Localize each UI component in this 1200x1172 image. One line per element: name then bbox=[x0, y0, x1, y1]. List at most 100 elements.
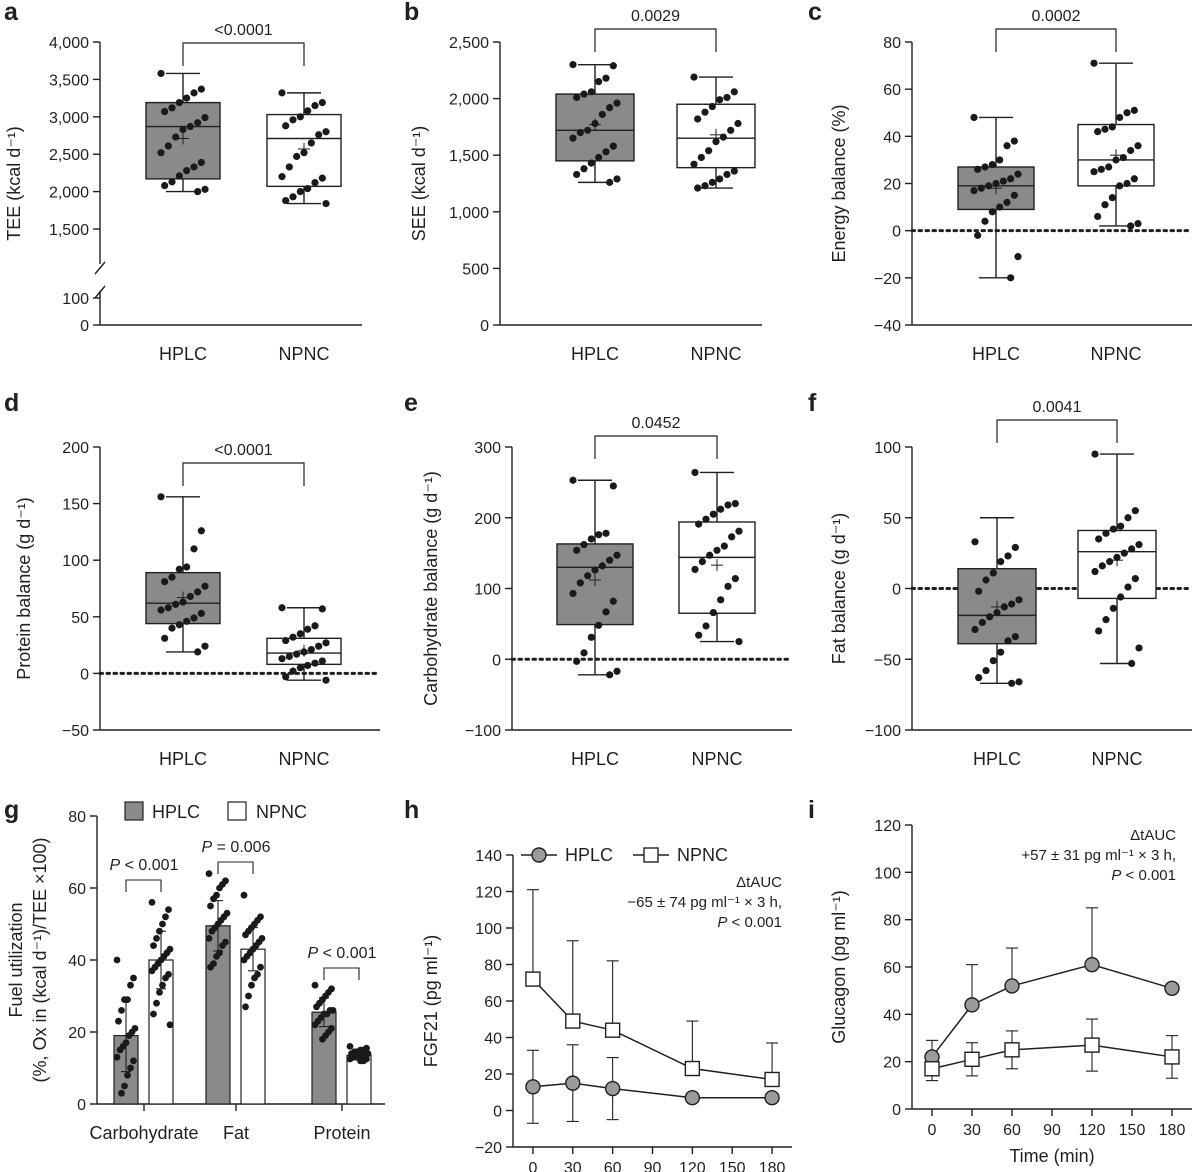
data-point bbox=[701, 182, 709, 190]
y-tick-label: 1,000 bbox=[449, 205, 489, 222]
marker-npnc bbox=[604, 1022, 621, 1038]
data-point bbox=[970, 186, 978, 195]
data-point bbox=[723, 93, 731, 102]
x-tick-label: 0 bbox=[928, 1122, 937, 1139]
marker-npnc bbox=[1164, 1049, 1180, 1065]
data-point bbox=[319, 1035, 326, 1043]
data-point bbox=[1106, 558, 1114, 566]
data-point bbox=[587, 535, 595, 543]
data-point bbox=[701, 108, 709, 116]
y-tick-label: 1,500 bbox=[49, 222, 89, 239]
y-tick-label: −100 bbox=[865, 723, 901, 740]
data-point bbox=[318, 605, 326, 613]
data-point bbox=[698, 558, 706, 566]
significance-bracket bbox=[594, 435, 718, 459]
data-point bbox=[690, 73, 698, 81]
data-point bbox=[285, 163, 293, 171]
y-tick-label: 20 bbox=[883, 177, 901, 194]
data-point bbox=[346, 1043, 354, 1050]
panel-g-fuel-utilization: 0 20 40 60 80 Fuel utilization (%, Ox in (kcal… bbox=[6, 801, 385, 1143]
y-tick-label: 40 bbox=[883, 129, 901, 146]
data-point bbox=[728, 533, 736, 541]
data-point bbox=[1108, 194, 1116, 202]
data-point bbox=[201, 113, 209, 122]
significance-bracket bbox=[995, 28, 1117, 52]
y-tick-label: 100 bbox=[475, 921, 502, 938]
significance-bracket bbox=[323, 967, 360, 980]
p-symbol: P bbox=[202, 839, 213, 856]
data-point bbox=[587, 88, 595, 96]
data-point bbox=[580, 165, 588, 173]
data-point bbox=[207, 902, 214, 910]
p-text: < 0.001 bbox=[318, 945, 376, 962]
category-label-npnc: NPNC bbox=[1091, 749, 1142, 769]
y-tick-label: 120 bbox=[475, 885, 502, 902]
data-point bbox=[194, 119, 202, 127]
data-point bbox=[992, 179, 1000, 188]
data-point bbox=[124, 1071, 131, 1079]
significance-bracket bbox=[594, 28, 717, 52]
annotation-line: ΔtAUC bbox=[1130, 827, 1176, 844]
data-point bbox=[1116, 113, 1124, 122]
data-point bbox=[130, 1057, 137, 1065]
significance-bracket bbox=[182, 462, 305, 486]
data-point bbox=[311, 622, 319, 630]
data-point bbox=[695, 631, 703, 639]
data-point bbox=[150, 942, 157, 949]
y-tick-label: 2,500 bbox=[49, 147, 89, 164]
legend-swatch-npnc bbox=[227, 801, 247, 821]
data-point bbox=[300, 149, 308, 157]
y-axis-label: Protein balance (g d⁻¹) bbox=[14, 497, 34, 680]
data-point bbox=[183, 167, 191, 175]
y-axis-label: FGF21 (pg ml⁻¹) bbox=[421, 935, 441, 1068]
x-tick-label: 60 bbox=[1003, 1122, 1021, 1139]
data-point bbox=[982, 666, 990, 675]
data-point bbox=[216, 884, 223, 892]
data-point bbox=[591, 566, 599, 574]
marker-npnc bbox=[1004, 1042, 1020, 1058]
y-tick-label: 4,000 bbox=[49, 35, 89, 52]
data-point bbox=[1108, 123, 1116, 131]
box bbox=[1077, 529, 1157, 600]
data-point bbox=[1131, 507, 1139, 515]
data-point bbox=[307, 139, 315, 147]
panel-b-see: 0 500 1,000 1,500 2,000 2,500 SEE (kcal d⁻¹) HP… bbox=[409, 8, 762, 364]
data-point bbox=[168, 573, 176, 581]
data-point bbox=[1116, 182, 1124, 190]
data-point bbox=[734, 119, 742, 128]
annotation-line: +57 ± 31 pg ml⁻¹ × 3 h, bbox=[1021, 847, 1176, 864]
significance-bracket bbox=[125, 879, 162, 892]
data-point bbox=[974, 165, 982, 173]
marker-npnc bbox=[764, 1071, 780, 1088]
x-tick-label: 120 bbox=[679, 1160, 706, 1172]
category-label-npnc: NPNC bbox=[691, 749, 742, 769]
data-point bbox=[1102, 616, 1110, 624]
data-point bbox=[161, 107, 169, 116]
y-axis-label: Energy balance (%) bbox=[829, 104, 849, 262]
data-point bbox=[304, 185, 312, 193]
y-tick-label: −20 bbox=[475, 1140, 502, 1157]
p-symbol: P bbox=[717, 914, 727, 931]
y-tick-label: 0 bbox=[77, 1097, 86, 1114]
y-tick-label: 50 bbox=[883, 511, 901, 528]
y-tick-label: 0 bbox=[492, 652, 501, 669]
p-value-label: 0.0002 bbox=[1032, 8, 1081, 25]
data-point bbox=[731, 500, 739, 508]
data-point bbox=[705, 147, 713, 155]
data-point bbox=[978, 618, 986, 627]
data-point bbox=[289, 667, 297, 675]
data-point bbox=[609, 482, 617, 490]
data-point bbox=[183, 563, 191, 571]
data-point bbox=[175, 98, 183, 107]
y-tick-label: 2,500 bbox=[449, 35, 489, 52]
data-point bbox=[708, 178, 716, 186]
p-text: = 0.006 bbox=[212, 839, 270, 856]
y-tick-label: 100 bbox=[874, 865, 901, 882]
data-point bbox=[166, 1021, 174, 1029]
data-point bbox=[609, 142, 617, 150]
p-value-label: <0.0001 bbox=[214, 442, 272, 459]
y-tick-label: −50 bbox=[874, 652, 901, 669]
data-point bbox=[613, 175, 621, 183]
legend-label-hplc: HPLC bbox=[152, 802, 200, 822]
data-point bbox=[1128, 545, 1136, 553]
